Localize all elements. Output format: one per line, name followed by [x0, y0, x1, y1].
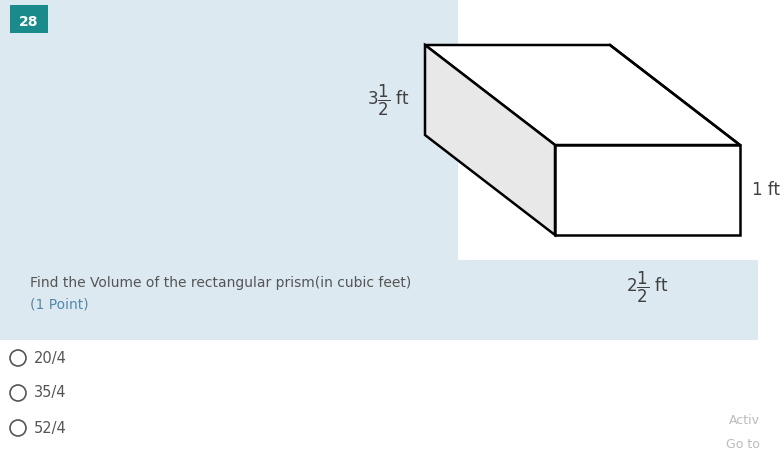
- Polygon shape: [425, 45, 740, 145]
- FancyBboxPatch shape: [10, 5, 48, 33]
- Text: 20/4: 20/4: [34, 350, 67, 365]
- FancyBboxPatch shape: [458, 0, 784, 340]
- Text: 28: 28: [20, 15, 38, 29]
- Text: $2\dfrac{1}{2}$ ft: $2\dfrac{1}{2}$ ft: [626, 270, 669, 305]
- Text: $3\dfrac{1}{2}$ ft: $3\dfrac{1}{2}$ ft: [368, 82, 410, 118]
- Circle shape: [10, 385, 26, 401]
- Text: Go to: Go to: [726, 439, 760, 452]
- FancyBboxPatch shape: [0, 260, 758, 340]
- Polygon shape: [425, 45, 555, 235]
- Text: 35/4: 35/4: [34, 385, 67, 400]
- Text: 52/4: 52/4: [34, 421, 67, 436]
- Text: (1 Point): (1 Point): [30, 298, 89, 312]
- Polygon shape: [555, 145, 740, 235]
- Circle shape: [10, 350, 26, 366]
- FancyBboxPatch shape: [0, 0, 458, 340]
- Circle shape: [10, 420, 26, 436]
- Text: 1 ft: 1 ft: [752, 181, 780, 199]
- Text: Activ: Activ: [729, 414, 760, 427]
- Text: Find the Volume of the rectangular prism(in cubic feet): Find the Volume of the rectangular prism…: [30, 276, 412, 290]
